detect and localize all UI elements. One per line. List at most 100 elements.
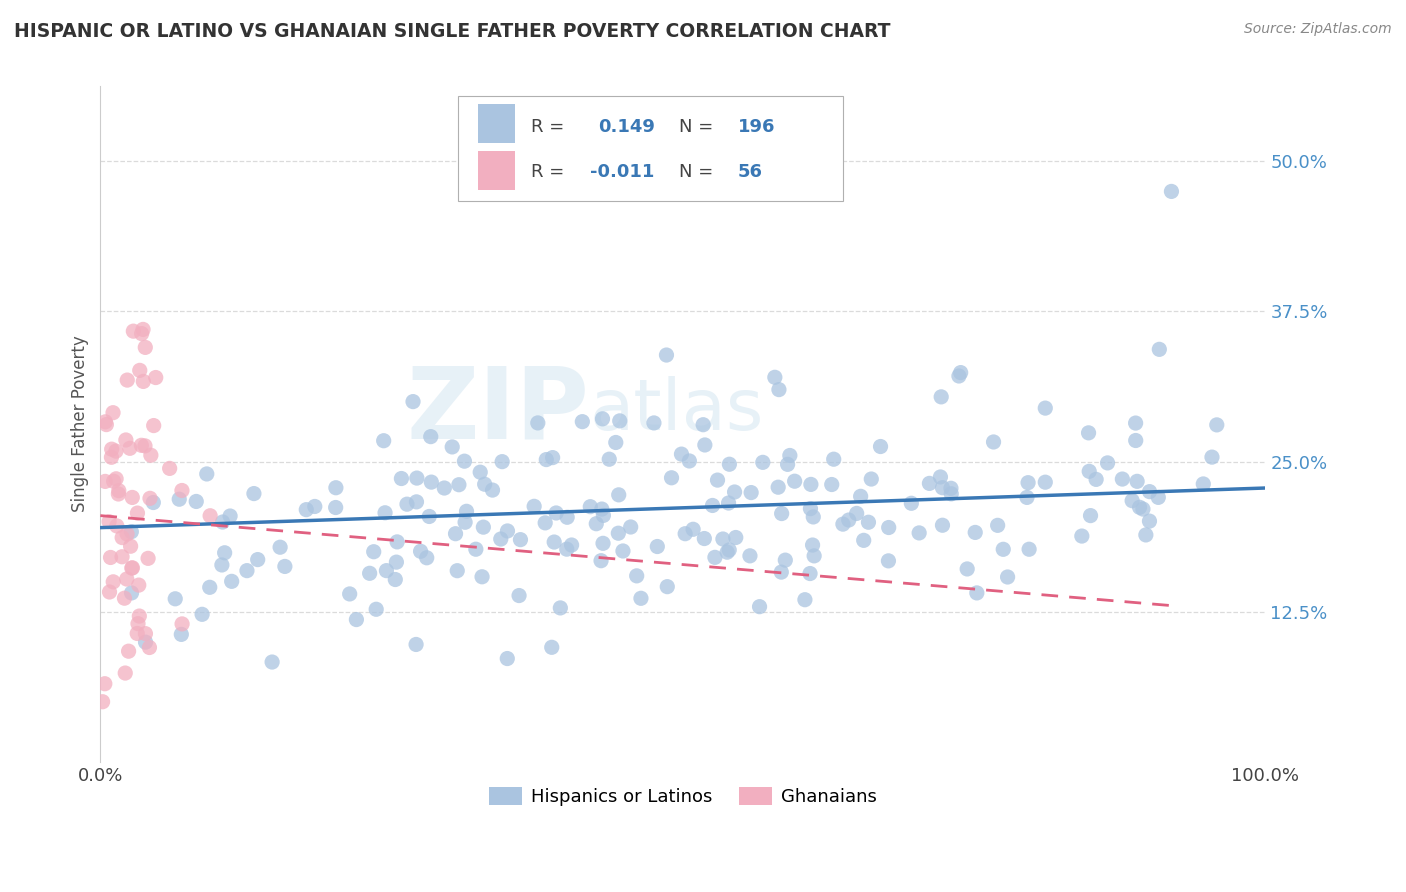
Point bbox=[167, 492, 190, 507]
Point bbox=[1017, 475, 1039, 490]
Point bbox=[165, 591, 187, 606]
Text: 0.149: 0.149 bbox=[598, 119, 655, 136]
Point bbox=[673, 526, 696, 541]
Point bbox=[877, 520, 900, 534]
Point bbox=[832, 517, 855, 532]
Point bbox=[692, 417, 714, 432]
Point bbox=[295, 502, 318, 516]
Point bbox=[418, 509, 440, 524]
Point bbox=[405, 471, 427, 485]
Point bbox=[693, 438, 716, 452]
Point bbox=[1139, 484, 1161, 499]
Point bbox=[496, 524, 519, 538]
Legend: Hispanics or Latinos, Ghanaians: Hispanics or Latinos, Ghanaians bbox=[482, 780, 884, 814]
Point bbox=[139, 491, 162, 506]
Text: Source: ZipAtlas.com: Source: ZipAtlas.com bbox=[1244, 22, 1392, 37]
FancyBboxPatch shape bbox=[478, 103, 515, 143]
Point bbox=[536, 452, 558, 467]
Point bbox=[118, 442, 141, 456]
Text: R =: R = bbox=[531, 163, 565, 181]
Point bbox=[134, 626, 156, 640]
Point bbox=[419, 429, 441, 443]
Point bbox=[159, 461, 181, 475]
Point bbox=[105, 472, 128, 486]
Point bbox=[170, 627, 193, 641]
Point bbox=[1085, 472, 1108, 486]
Point bbox=[1125, 434, 1147, 448]
Point bbox=[186, 494, 208, 508]
Point bbox=[1129, 500, 1152, 515]
Point bbox=[127, 626, 149, 640]
Point bbox=[236, 564, 259, 578]
Point bbox=[852, 533, 875, 548]
Point bbox=[591, 502, 613, 516]
Point bbox=[1147, 491, 1170, 505]
Point bbox=[523, 500, 546, 514]
Point bbox=[420, 475, 443, 489]
Point bbox=[219, 508, 242, 523]
Point bbox=[104, 444, 127, 458]
Point bbox=[131, 438, 153, 452]
Point bbox=[96, 417, 118, 432]
Point bbox=[359, 566, 381, 581]
Point bbox=[763, 370, 786, 384]
Point bbox=[918, 476, 941, 491]
Point bbox=[1033, 401, 1056, 416]
Point bbox=[941, 487, 963, 501]
Text: 56: 56 bbox=[738, 163, 762, 181]
Point bbox=[571, 415, 593, 429]
Point bbox=[111, 531, 134, 545]
Point bbox=[374, 506, 396, 520]
Point bbox=[138, 640, 160, 655]
Point bbox=[693, 532, 716, 546]
Point bbox=[550, 601, 572, 615]
Point bbox=[752, 455, 775, 469]
Point bbox=[1033, 475, 1056, 490]
Point bbox=[121, 491, 143, 505]
Point bbox=[534, 516, 557, 530]
Point bbox=[858, 515, 880, 529]
Point bbox=[555, 542, 578, 557]
Point bbox=[115, 527, 138, 541]
Point bbox=[748, 599, 770, 614]
Point bbox=[101, 406, 124, 420]
Point bbox=[647, 540, 669, 554]
Point bbox=[211, 558, 233, 572]
Point bbox=[702, 499, 724, 513]
Point bbox=[274, 559, 297, 574]
Point bbox=[706, 473, 728, 487]
Point bbox=[997, 570, 1019, 584]
Point bbox=[546, 506, 568, 520]
Point bbox=[385, 555, 408, 569]
Point bbox=[783, 474, 806, 488]
Point bbox=[454, 515, 477, 529]
Point bbox=[94, 475, 117, 489]
Point bbox=[849, 489, 872, 503]
Point bbox=[908, 525, 931, 540]
Point bbox=[1125, 416, 1147, 430]
Point bbox=[801, 510, 824, 524]
Point bbox=[718, 457, 741, 471]
Point bbox=[965, 525, 987, 540]
Point bbox=[793, 592, 815, 607]
Point bbox=[105, 519, 128, 533]
Point bbox=[131, 326, 153, 341]
Point bbox=[1135, 528, 1157, 542]
Point bbox=[117, 644, 139, 658]
Point bbox=[718, 543, 741, 558]
Point bbox=[91, 695, 114, 709]
Text: HISPANIC OR LATINO VS GHANAIAN SINGLE FATHER POVERTY CORRELATION CHART: HISPANIC OR LATINO VS GHANAIAN SINGLE FA… bbox=[14, 22, 890, 41]
Point bbox=[402, 394, 425, 409]
Point bbox=[1192, 477, 1215, 491]
Point bbox=[671, 447, 693, 461]
Point bbox=[121, 586, 143, 600]
Point bbox=[198, 508, 221, 523]
Point bbox=[661, 471, 683, 485]
Point bbox=[703, 550, 725, 565]
Text: N =: N = bbox=[679, 163, 714, 181]
Point bbox=[1149, 343, 1171, 357]
Point bbox=[474, 477, 496, 491]
Point bbox=[579, 500, 602, 514]
Point bbox=[416, 550, 439, 565]
Point bbox=[114, 591, 136, 606]
